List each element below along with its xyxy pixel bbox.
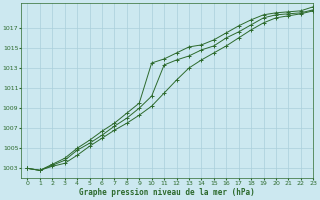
X-axis label: Graphe pression niveau de la mer (hPa): Graphe pression niveau de la mer (hPa): [79, 188, 255, 197]
